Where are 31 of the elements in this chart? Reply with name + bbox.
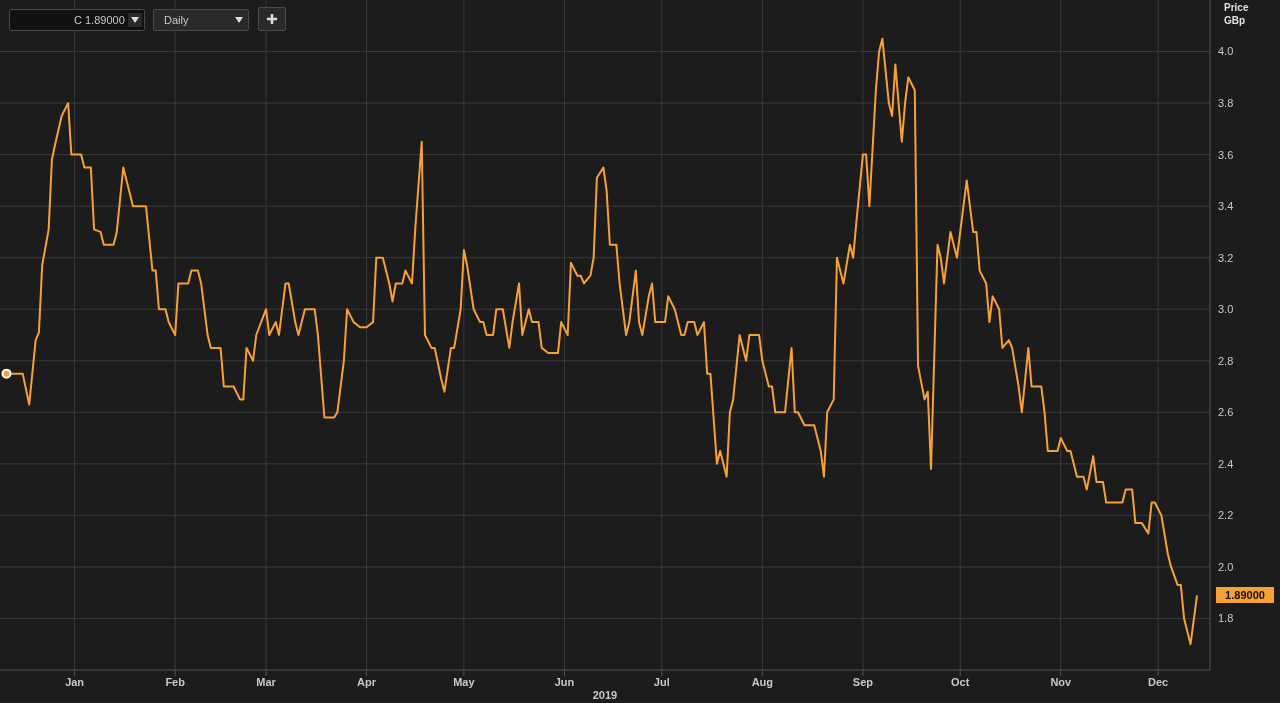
annotation: Daily [164, 14, 189, 26]
y-tick-label: 1.8 [1218, 612, 1234, 625]
y-tick-label: 4.0 [1218, 45, 1234, 58]
x-tick-label: Oct [951, 675, 970, 688]
x-tick-label: Jul [653, 675, 670, 688]
y-tick-label: 3.8 [1218, 96, 1234, 109]
x-axis-title: 2019 [592, 689, 618, 701]
y-tick-label: 2.2 [1218, 509, 1234, 522]
y-tick-label: 3.4 [1218, 200, 1234, 213]
y-tick-label: 2.8 [1218, 354, 1234, 367]
x-tick-label: Jun [554, 675, 575, 688]
text: 1.89000 [1216, 587, 1274, 604]
y-tick-label: 2.4 [1218, 457, 1234, 470]
x-tick-label: Dec [1148, 675, 1169, 688]
dropdown-field: C 1.89000 [9, 9, 145, 31]
annotation: C 1.89000 [74, 14, 125, 26]
y-tick-label: 3.6 [1218, 148, 1234, 161]
x-tick-label: Nov [1050, 675, 1073, 688]
y-axis-title: Price GBp [1224, 1, 1250, 27]
x-tick-label: Mar [256, 675, 277, 688]
y-tick-label: 2.6 [1218, 406, 1234, 419]
x-tick-label: Aug [751, 675, 774, 688]
x-tick-label: May [453, 675, 476, 688]
y-tick-label: 2.0 [1218, 560, 1234, 573]
x-tick-label: Feb [165, 675, 186, 688]
y-tick-label: 3.0 [1218, 303, 1234, 316]
x-tick-label: Jan [65, 675, 85, 688]
dropdown-field: Daily [153, 9, 249, 31]
x-tick-label: Sep [852, 675, 874, 688]
y-tick-label: 3.2 [1218, 251, 1234, 264]
x-tick-label: Apr [357, 675, 377, 688]
